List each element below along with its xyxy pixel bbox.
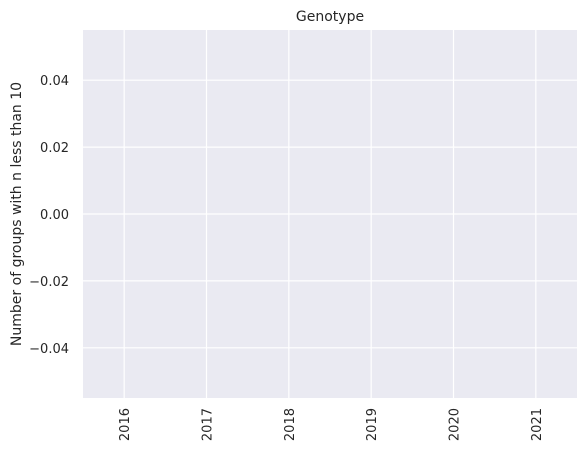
y-tick-label: 0.00: [40, 208, 69, 223]
grid-lines: [83, 30, 577, 398]
y-tick-label: 0.02: [40, 141, 69, 156]
y-tick-labels: 0.04 0.02 0.00 −0.02 −0.04: [29, 74, 69, 357]
x-tick-label: 2018: [283, 408, 298, 441]
x-tick-label: 2017: [201, 408, 216, 441]
y-axis-label: Number of groups with n less than 10: [9, 82, 25, 346]
x-tick-label: 2020: [448, 408, 463, 441]
chart-title: Genotype: [296, 9, 364, 25]
x-tick-label: 2016: [118, 408, 133, 441]
x-tick-label: 2021: [530, 408, 545, 441]
x-tick-labels: 2016 2017 2018 2019 2020 2021: [118, 408, 545, 441]
x-tick-label: 2019: [365, 408, 380, 441]
y-tick-label: 0.04: [40, 74, 69, 89]
y-tick-label: −0.04: [29, 342, 69, 357]
y-tick-label: −0.02: [29, 275, 69, 290]
